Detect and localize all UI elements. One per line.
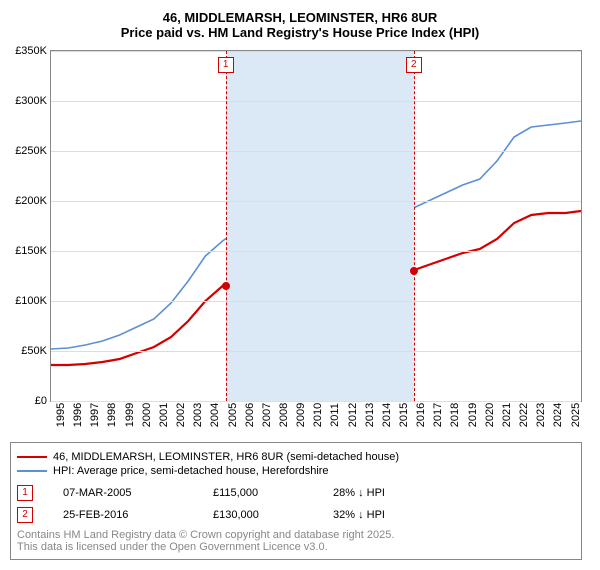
x-axis-label: 2013 bbox=[360, 403, 376, 427]
sale-marker-box: 1 bbox=[218, 57, 234, 73]
sale-delta: 32% ↓ HPI bbox=[333, 509, 385, 521]
x-axis-label: 1996 bbox=[68, 403, 84, 427]
y-axis-label: £350K bbox=[15, 45, 51, 57]
x-axis-label: 2024 bbox=[548, 403, 564, 427]
x-axis-label: 2022 bbox=[514, 403, 530, 427]
x-axis-label: 1997 bbox=[85, 403, 101, 427]
x-axis-label: 2011 bbox=[325, 403, 341, 427]
x-axis-label: 2000 bbox=[137, 403, 153, 427]
sale-table-row: 1 07-MAR-2005 £115,000 28% ↓ HPI bbox=[17, 485, 575, 501]
sale-table-marker: 1 bbox=[17, 485, 33, 501]
sale-table-row: 2 25-FEB-2016 £130,000 32% ↓ HPI bbox=[17, 507, 575, 523]
sale-price: £130,000 bbox=[213, 509, 303, 521]
x-axis-label: 2015 bbox=[394, 403, 410, 427]
title-line-1: 46, MIDDLEMARSH, LEOMINSTER, HR6 8UR bbox=[10, 10, 590, 25]
gridline-y bbox=[51, 101, 581, 102]
gridline-y bbox=[51, 351, 581, 352]
sale-delta: 28% ↓ HPI bbox=[333, 487, 385, 499]
x-axis-label: 2001 bbox=[154, 403, 170, 427]
sale-date: 07-MAR-2005 bbox=[63, 487, 183, 499]
x-axis-label: 1998 bbox=[102, 403, 118, 427]
chart-plot-area: £0£50K£100K£150K£200K£250K£300K£350K1995… bbox=[50, 50, 582, 402]
attribution-line-1: Contains HM Land Registry data © Crown c… bbox=[17, 529, 575, 541]
x-axis-label: 2003 bbox=[188, 403, 204, 427]
legend-label: HPI: Average price, semi-detached house,… bbox=[53, 465, 329, 477]
legend-row: 46, MIDDLEMARSH, LEOMINSTER, HR6 8UR (se… bbox=[17, 451, 575, 463]
title-line-2: Price paid vs. HM Land Registry's House … bbox=[10, 25, 590, 40]
y-axis-label: £100K bbox=[15, 295, 51, 307]
legend-box: 46, MIDDLEMARSH, LEOMINSTER, HR6 8UR (se… bbox=[10, 442, 582, 560]
sale-price: £115,000 bbox=[213, 487, 303, 499]
x-axis-label: 2002 bbox=[171, 403, 187, 427]
sale-vline bbox=[414, 51, 415, 401]
y-axis-label: £300K bbox=[15, 95, 51, 107]
y-axis-label: £150K bbox=[15, 245, 51, 257]
x-axis-label: 2018 bbox=[445, 403, 461, 427]
x-axis-label: 2012 bbox=[343, 403, 359, 427]
x-axis-label: 2016 bbox=[411, 403, 427, 427]
x-axis-label: 2021 bbox=[497, 403, 513, 427]
legend-swatch bbox=[17, 470, 47, 472]
x-axis-label: 2006 bbox=[240, 403, 256, 427]
x-axis-label: 1995 bbox=[51, 403, 67, 427]
sale-vline bbox=[226, 51, 227, 401]
x-axis-label: 2017 bbox=[428, 403, 444, 427]
y-axis-label: £200K bbox=[15, 195, 51, 207]
gridline-y bbox=[51, 251, 581, 252]
gridline-y bbox=[51, 201, 581, 202]
x-axis-label: 2004 bbox=[205, 403, 221, 427]
legend-swatch bbox=[17, 456, 47, 458]
attribution: Contains HM Land Registry data © Crown c… bbox=[17, 529, 575, 553]
x-axis-label: 2009 bbox=[291, 403, 307, 427]
x-axis-label: 2008 bbox=[274, 403, 290, 427]
legend-label: 46, MIDDLEMARSH, LEOMINSTER, HR6 8UR (se… bbox=[53, 451, 399, 463]
shaded-sale-band bbox=[226, 51, 414, 401]
sale-marker-box: 2 bbox=[406, 57, 422, 73]
sale-table-marker: 2 bbox=[17, 507, 33, 523]
x-axis-label: 2007 bbox=[257, 403, 273, 427]
x-axis-label: 1999 bbox=[120, 403, 136, 427]
gridline-y bbox=[51, 301, 581, 302]
gridline-y bbox=[51, 51, 581, 52]
sale-point-marker bbox=[410, 267, 418, 275]
x-axis-label: 2020 bbox=[480, 403, 496, 427]
gridline-y bbox=[51, 151, 581, 152]
legend-row: HPI: Average price, semi-detached house,… bbox=[17, 465, 575, 477]
x-axis-label: 2019 bbox=[463, 403, 479, 427]
x-axis-label: 2005 bbox=[223, 403, 239, 427]
chart-title: 46, MIDDLEMARSH, LEOMINSTER, HR6 8UR Pri… bbox=[10, 10, 590, 40]
x-axis-label: 2014 bbox=[377, 403, 393, 427]
attribution-line-2: This data is licensed under the Open Gov… bbox=[17, 541, 575, 553]
y-axis-label: £50K bbox=[21, 345, 51, 357]
x-axis-label: 2025 bbox=[566, 403, 582, 427]
sale-date: 25-FEB-2016 bbox=[63, 509, 183, 521]
chart-container: £0£50K£100K£150K£200K£250K£300K£350K1995… bbox=[50, 50, 590, 402]
x-axis-label: 2010 bbox=[308, 403, 324, 427]
x-axis-label: 2023 bbox=[531, 403, 547, 427]
sale-point-marker bbox=[222, 282, 230, 290]
y-axis-label: £250K bbox=[15, 145, 51, 157]
y-axis-label: £0 bbox=[35, 395, 51, 407]
